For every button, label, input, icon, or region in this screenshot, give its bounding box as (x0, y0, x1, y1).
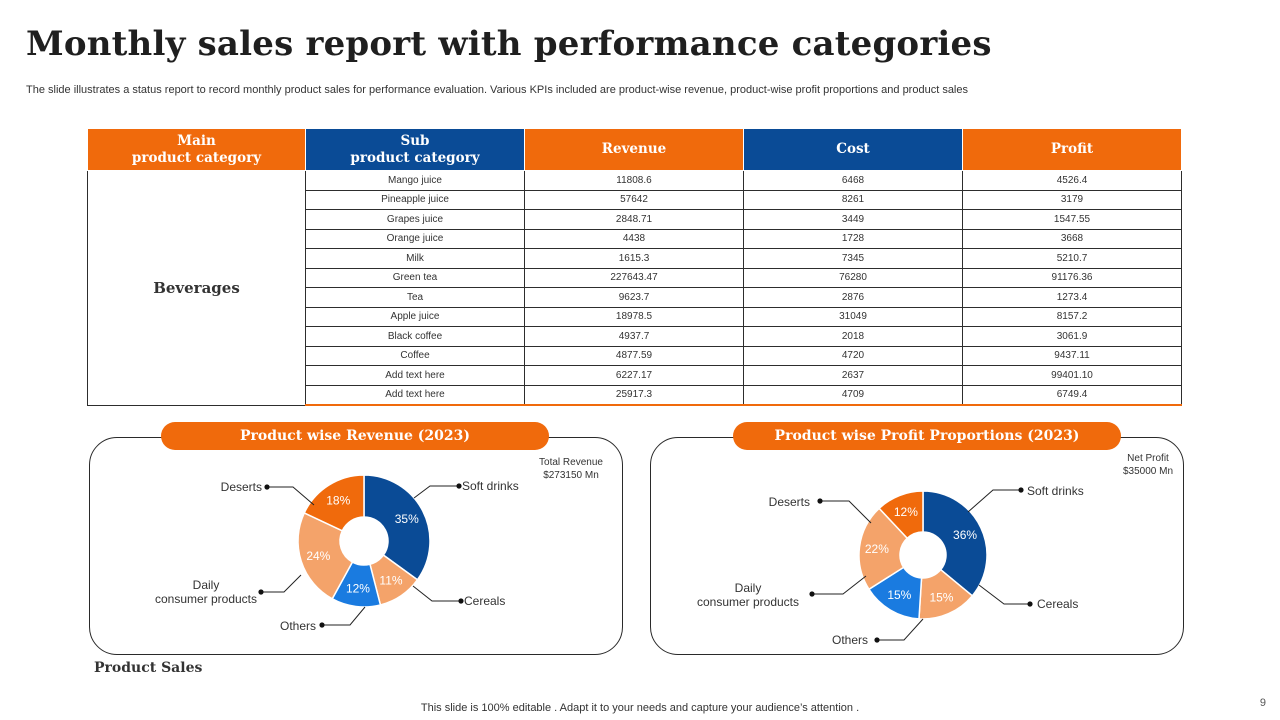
total-revenue-label: Total Revenue (539, 457, 603, 468)
leader-line (877, 618, 924, 641)
main-category-cell: Beverages (87, 170, 306, 406)
leader-dot (809, 591, 815, 597)
leader-line (412, 585, 461, 602)
leader-line (267, 486, 315, 506)
legend-label-soft-drinks: Soft drinks (462, 479, 519, 493)
net-profit-label: Net Profit (1127, 453, 1169, 464)
net-profit-value: $35000 Mn (1122, 466, 1174, 477)
leader-dot (264, 484, 270, 490)
leader-dot (458, 598, 464, 604)
header-revenue: Revenue (524, 128, 744, 171)
header-sub-line2: product category (350, 149, 480, 166)
table-body: Beverages Mango juice 11808.6 6468 4526.4 Pin… (87, 170, 1182, 406)
legend-label-others: Others (280, 619, 316, 633)
leader-line (967, 489, 1021, 513)
header-sub-line1: Sub (400, 132, 430, 149)
table-row: Green tea 227643.47 76280 91176.36 (88, 267, 1182, 288)
table-row: Pineapple juice 57642 8261 3179 (88, 189, 1182, 210)
header-main-line1: Main (177, 132, 216, 149)
header-sub-category: Sub product category (305, 128, 525, 171)
donut-value-label: 24% (306, 549, 330, 563)
legend-label-others: Others (832, 633, 868, 647)
table-row: Beverages Mango juice 11808.6 6468 4526.4 (87, 170, 1182, 406)
donut-value-label: 36% (953, 528, 977, 542)
leader-dot (319, 622, 325, 628)
page-number: 9 (1259, 697, 1266, 709)
donut-slice-deserts (878, 490, 924, 540)
total-revenue-note: Total Revenue $273150 Mn (526, 456, 616, 482)
leader-dot (1018, 487, 1024, 493)
donut-slice-deserts (303, 474, 365, 532)
legend-label-cereals: Cereals (1037, 597, 1078, 611)
leader-dot (258, 589, 264, 595)
header-cost: Cost (743, 128, 963, 171)
profit-cell: 6749.4 (962, 384, 1182, 406)
leader-line (978, 584, 1030, 605)
legend-label-daily: Daily (193, 578, 220, 592)
legend-label-daily: consumer products (155, 592, 257, 606)
leader-line (413, 485, 459, 499)
total-revenue-value: $273150 Mn (543, 470, 599, 481)
donut-value-label: 12% (894, 505, 918, 519)
donut-value-label: 18% (326, 493, 350, 507)
table-row: Add text here 6227.17 2637 99401.10 (88, 365, 1182, 386)
leader-dot (456, 483, 462, 489)
table-row: Add text here 25917.3 4709 6749.4 (88, 384, 1182, 406)
header-profit: Profit (962, 128, 1182, 171)
revenue-chart-panel (89, 437, 623, 655)
leader-line (322, 606, 366, 626)
leader-dot (874, 637, 880, 643)
legend-label-daily: consumer products (697, 595, 799, 609)
legend-label-deserts: Deserts (221, 480, 262, 494)
product-sales-label: Product Sales (94, 660, 203, 676)
donut-slice-daily-consumer-products (297, 511, 354, 600)
revenue-chart-title: Product wise Revenue (2023) (161, 422, 549, 450)
table-row: Grapes juice 2848.71 3449 1547.55 (88, 209, 1182, 230)
legend-label-soft-drinks: Soft drinks (1027, 484, 1084, 498)
leader-dot (1027, 601, 1033, 607)
donut-slice-daily-consumer-products (858, 507, 909, 591)
header-main-category: Main product category (87, 128, 306, 171)
legend-label-daily: Daily (735, 581, 762, 595)
donut-value-label: 15% (929, 591, 953, 605)
footer-note: This slide is 100% editable . Adapt it t… (420, 702, 860, 714)
donut-value-label: 12% (346, 582, 370, 596)
cost-cell: 4709 (743, 384, 963, 406)
donut-value-label: 15% (887, 588, 911, 602)
donut-slice-soft-drinks (363, 474, 431, 581)
header-main-line2: product category (131, 149, 262, 166)
donut-value-label: 11% (379, 574, 402, 588)
leader-dot (817, 498, 823, 504)
leader-line (812, 575, 867, 595)
page-subtitle: The slide illustrates a status report to… (26, 84, 968, 96)
donut-value-label: 22% (865, 542, 889, 556)
leader-line (820, 500, 872, 524)
legend-label-deserts: Deserts (769, 495, 810, 509)
donut-value-label: 35% (395, 512, 419, 526)
table-header-row: Main product category Sub product catego… (87, 128, 1182, 171)
legend-label-cereals: Cereals (464, 594, 505, 608)
sales-table: Main product category Sub product catego… (87, 128, 1182, 406)
profit-chart-title: Product wise Profit Proportions (2023) (733, 422, 1121, 450)
net-profit-note: Net Profit $35000 Mn (1108, 452, 1188, 478)
leader-line (261, 574, 302, 593)
page-title: Monthly sales report with performance ca… (26, 24, 992, 64)
table-row: Tea 9623.7 2876 1273.4 (88, 287, 1182, 308)
table-row: Black coffee 4937.7 2018 3061.9 (88, 326, 1182, 347)
